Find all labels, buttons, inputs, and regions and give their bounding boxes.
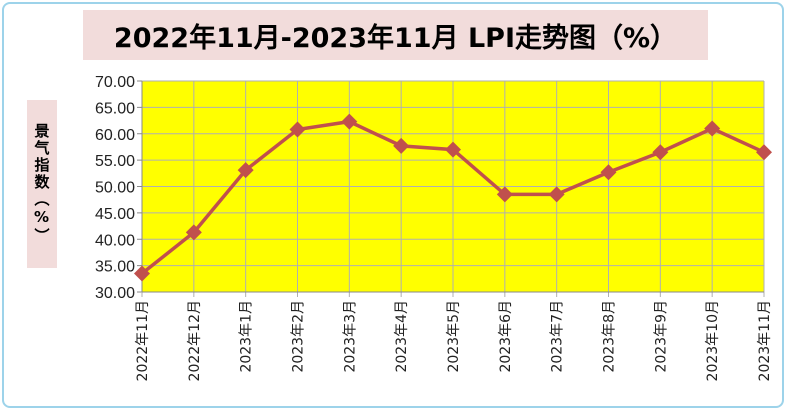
x-tick-label: 2023年1月: [239, 300, 255, 373]
data-point: [393, 137, 410, 154]
x-tick-label: 2023年5月: [446, 300, 462, 373]
data-point: [341, 113, 358, 130]
data-point: [496, 186, 513, 203]
x-tick-label: 2023年11月: [757, 300, 773, 381]
data-point: [756, 144, 772, 161]
data-point: [289, 121, 306, 138]
x-tick-label: 2023年4月: [394, 300, 410, 373]
x-tick-label: 2023年7月: [550, 300, 566, 373]
y-tick-label: 60.00: [95, 127, 135, 144]
y-tick-label: 35.00: [95, 259, 135, 276]
chart-title: 2022年11月-2023年11月 LPI走势图（%）: [83, 10, 708, 60]
y-tick-label: 45.00: [95, 206, 135, 223]
x-tick-label: 2023年10月: [705, 300, 721, 381]
data-point: [134, 265, 150, 282]
y-tick-label: 65.00: [95, 100, 135, 117]
y-axis-label: 景气指数（%）: [27, 100, 57, 268]
x-tick-label: 2023年6月: [498, 300, 514, 373]
data-point: [185, 224, 202, 241]
chart-frame: [2, 2, 784, 408]
x-tick-label: 2023年3月: [342, 300, 358, 373]
data-point: [548, 186, 565, 203]
x-tick-label: 2023年8月: [602, 300, 618, 373]
x-tick-label: 2022年12月: [187, 300, 203, 381]
y-tick-label: 40.00: [95, 232, 135, 249]
x-tick-label: 2023年9月: [653, 300, 669, 373]
data-point: [237, 162, 254, 179]
y-tick-label: 55.00: [95, 153, 135, 170]
y-tick-label: 50.00: [95, 180, 135, 197]
y-tick-label: 70.00: [95, 74, 135, 91]
data-point: [600, 164, 617, 181]
data-point: [445, 141, 461, 158]
data-point: [652, 144, 669, 161]
y-tick-label: 30.00: [95, 285, 135, 302]
data-point: [704, 120, 721, 137]
x-tick-label: 2022年11月: [135, 300, 151, 381]
x-tick-label: 2023年2月: [291, 300, 307, 373]
